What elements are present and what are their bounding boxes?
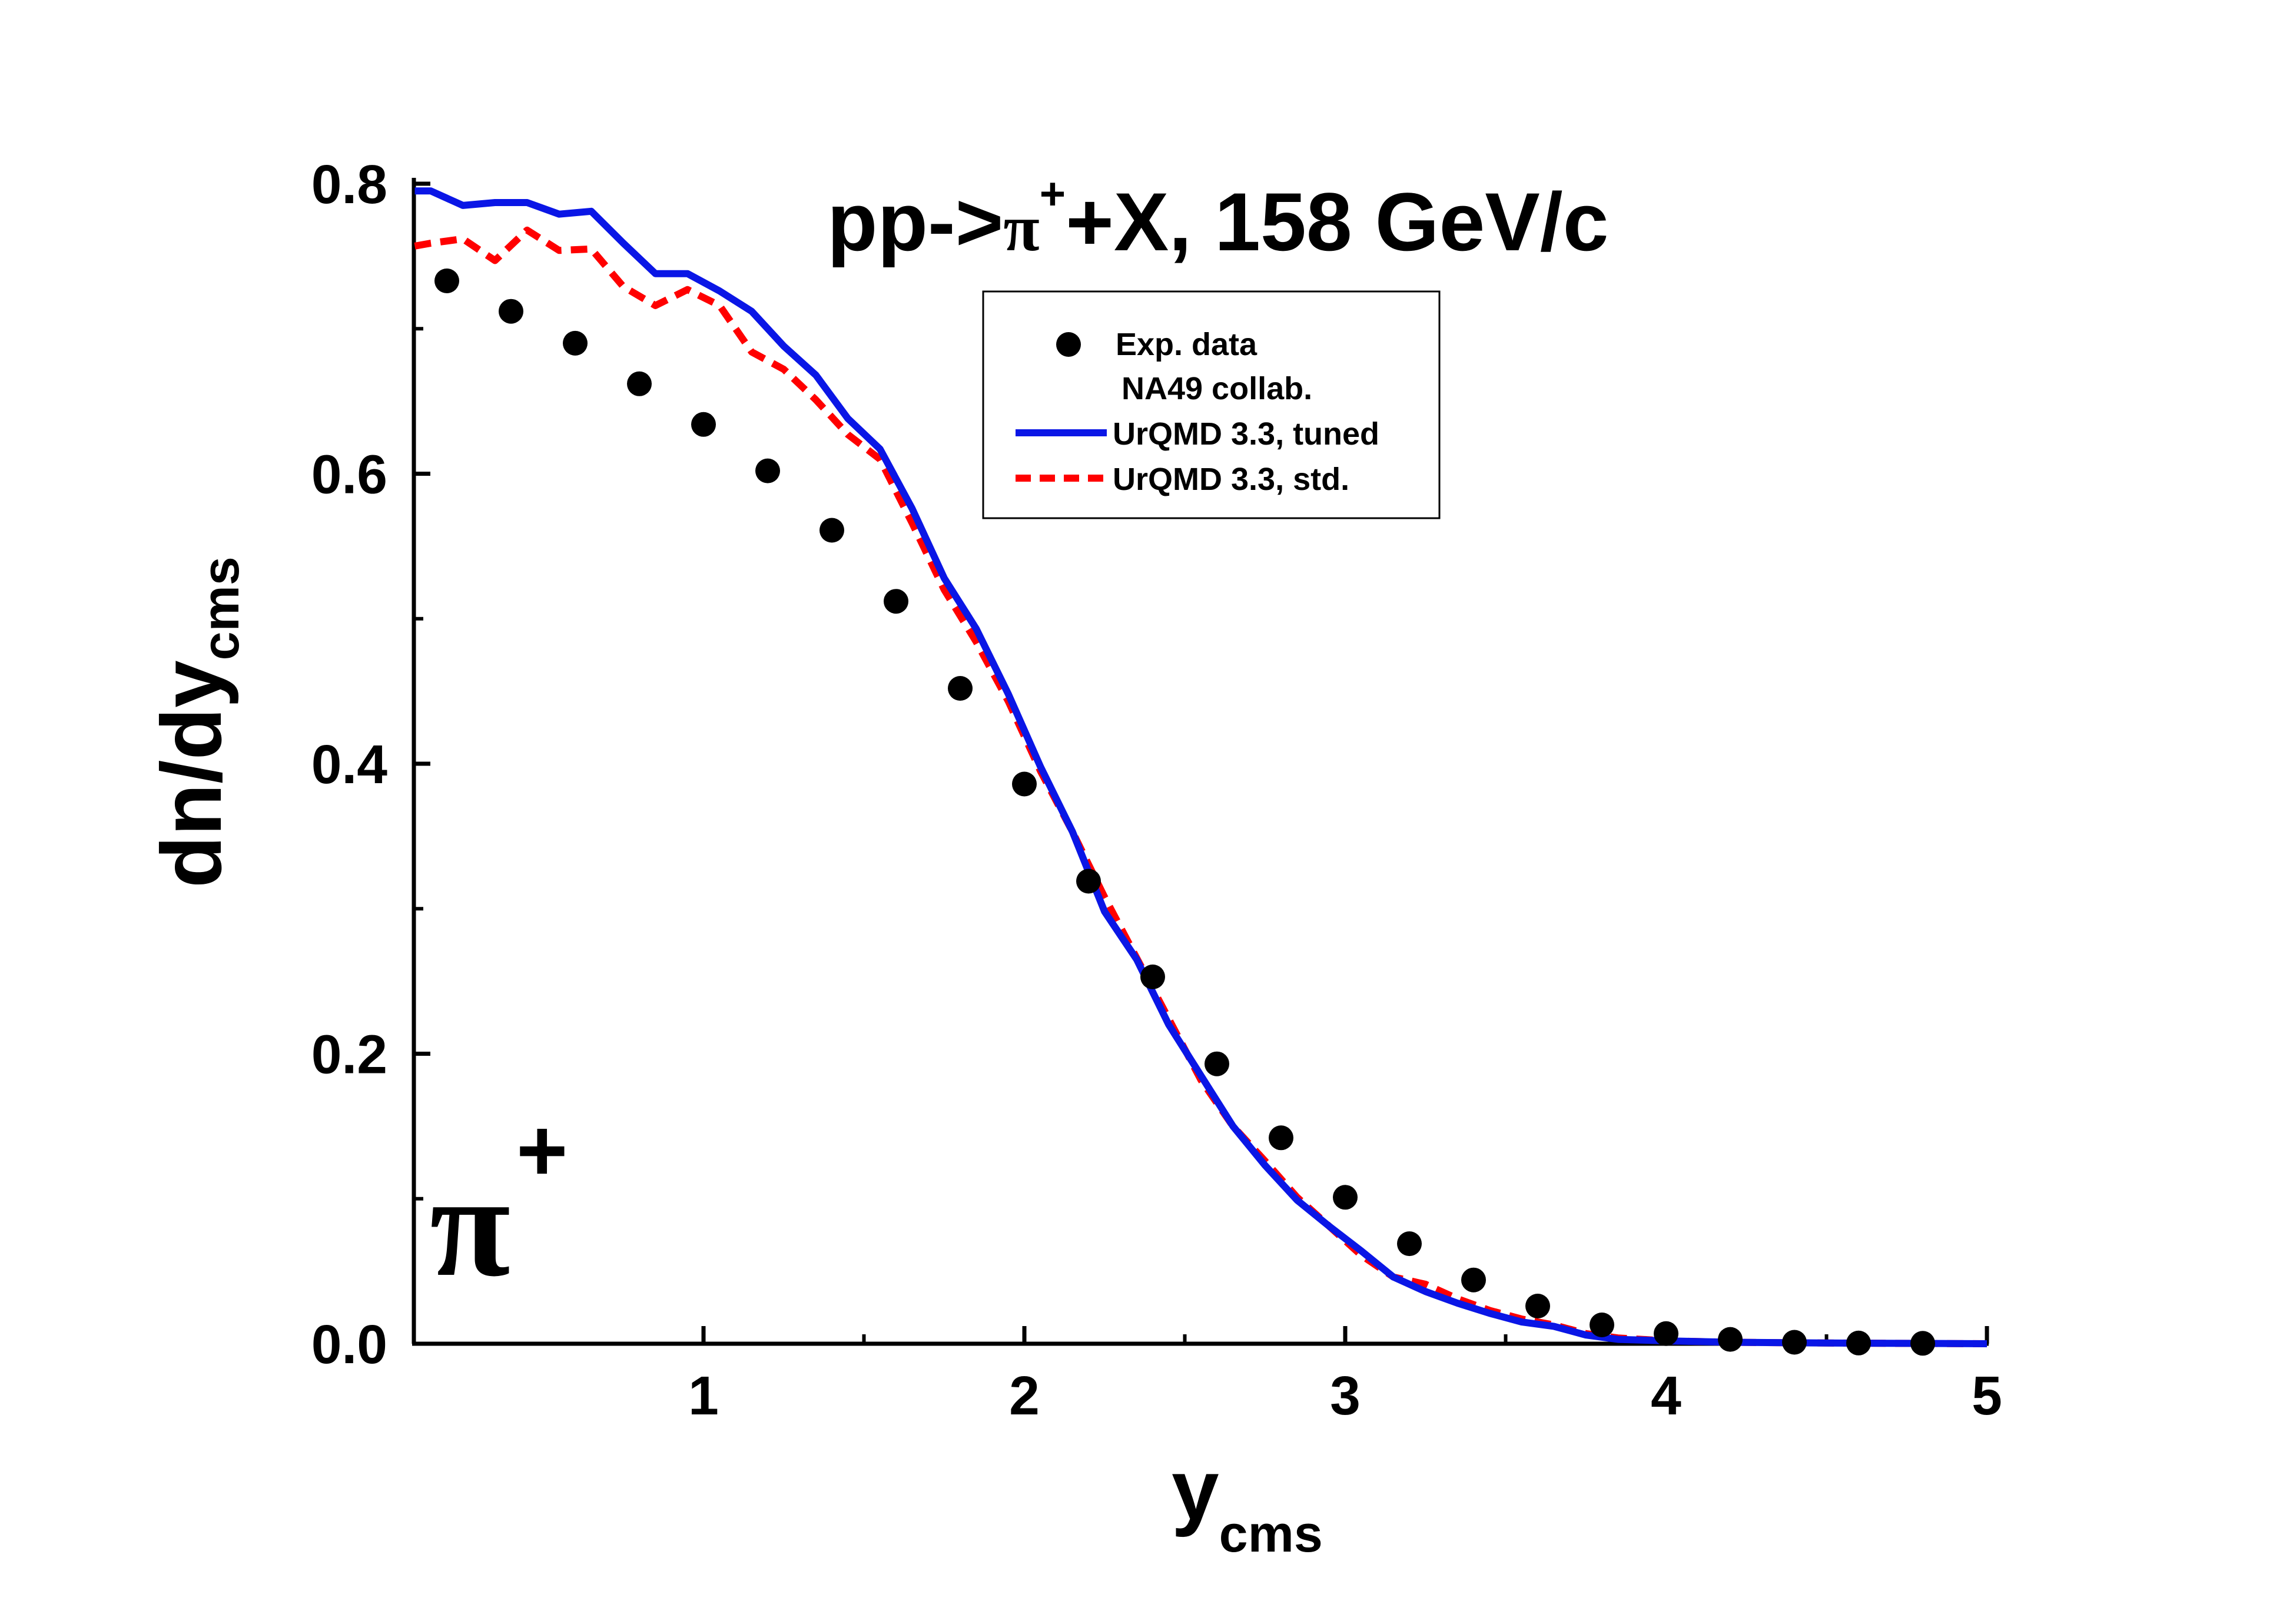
legend-box (982, 290, 1441, 519)
chart-title-prefix: pp-> (827, 175, 1003, 268)
legend-label-std: UrQMD 3.3, std. (1113, 462, 1349, 497)
pi-plus-annotation: π+ (430, 1101, 568, 1307)
x-axis-title-sub: cms (1219, 1504, 1323, 1563)
y-tick-label: 0.2 (311, 1024, 387, 1085)
exp-data-point (1269, 1125, 1293, 1151)
legend-label-tuned: UrQMD 3.3, tuned (1113, 416, 1379, 452)
y-axis-title: dn/dycms (144, 556, 250, 888)
exp-data-point (884, 589, 908, 614)
series-lines (414, 187, 1988, 1347)
exp-data-point (948, 676, 973, 701)
exp-data-point (691, 412, 716, 437)
legend-label-exp-data: Exp. data (1116, 327, 1258, 362)
chart-title-charge: + (1040, 169, 1066, 219)
exp-data-point (755, 458, 780, 483)
exp-data-point (1333, 1185, 1358, 1210)
legend-marker-exp-data (1056, 332, 1081, 357)
pi-annotation-symbol: π (430, 1144, 510, 1307)
exp-data-point (819, 518, 844, 543)
x-axis-title-main: y (1172, 1442, 1219, 1537)
exp-data-point (1910, 1331, 1935, 1356)
y-tick-label: 0.8 (311, 154, 387, 215)
series-line-urqmd-tuned (414, 187, 1988, 1347)
x-ticks: 1 2 3 4 5 (688, 1326, 2002, 1426)
x-tick-label: 2 (1009, 1365, 1040, 1426)
x-tick-label: 3 (1330, 1365, 1361, 1426)
exp-data-point (1782, 1330, 1807, 1355)
legend: Exp. data NA49 collab. UrQMD 3.3, tuned … (982, 290, 1441, 519)
exp-data-point (563, 330, 588, 356)
x-tick-label: 4 (1651, 1365, 1681, 1426)
pi-annotation-charge: + (516, 1101, 568, 1199)
y-tick-label: 0.0 (311, 1314, 387, 1375)
exp-data-point (1140, 965, 1165, 989)
y-tick-label: 0.6 (311, 444, 387, 505)
chart-title: pp->π++X, 158 GeV/c (827, 169, 1608, 268)
y-axis-title-main: dn/dy (144, 660, 239, 888)
exp-data-point (499, 299, 523, 324)
chart-title-suffix: +X, 158 GeV/c (1066, 175, 1608, 268)
y-ticks: 0.0 0.2 0.4 0.6 0.8 (311, 154, 430, 1375)
x-tick-label: 1 (688, 1365, 719, 1426)
x-axis-title: ycms (1172, 1442, 1323, 1563)
exp-data-point (1461, 1267, 1486, 1293)
exp-data-point (434, 269, 459, 293)
y-axis-title-sub: cms (191, 556, 250, 660)
exp-data-point (1076, 869, 1101, 894)
legend-label-exp-data-line2: NA49 collab. (1122, 371, 1312, 406)
series-points (434, 269, 1935, 1356)
exp-data-point (1205, 1051, 1229, 1076)
exp-data-point (1654, 1321, 1678, 1346)
exp-data-point (627, 371, 652, 396)
exp-data-point (1590, 1313, 1614, 1337)
exp-data-point (1718, 1327, 1743, 1352)
exp-data-point (1012, 771, 1037, 797)
y-tick-label: 0.4 (311, 734, 388, 795)
exp-data-point (1846, 1330, 1871, 1356)
chart-title-particle: π (1003, 192, 1039, 265)
exp-data-point (1397, 1231, 1422, 1257)
exp-data-point (1525, 1294, 1550, 1318)
x-tick-label: 5 (1972, 1365, 2002, 1426)
